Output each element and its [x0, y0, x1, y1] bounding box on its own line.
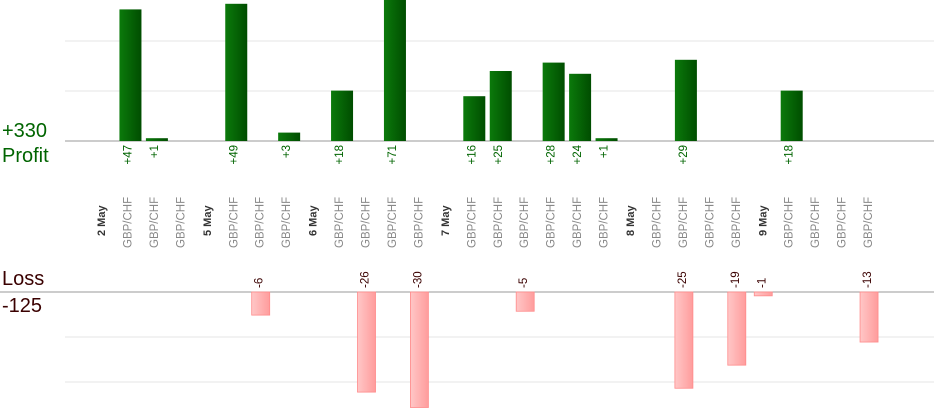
pair-label: GBP/CHF [413, 197, 425, 248]
profit-bar [119, 9, 142, 142]
pair-label: GBP/CHF [334, 197, 346, 248]
date-label: 8 May [625, 205, 637, 236]
profit-value-label: +18 [334, 145, 346, 165]
loss-value-label: -26 [360, 271, 372, 288]
pair-label: GBP/CHF [837, 197, 849, 248]
loss-bar [251, 291, 271, 316]
pair-label: GBP/CHF [466, 197, 478, 248]
loss-bar [727, 291, 747, 366]
profit-value-label: +71 [387, 145, 399, 165]
profit-bar [780, 90, 803, 141]
date-label: 6 May [308, 205, 320, 236]
profit-value-label: +49 [228, 145, 240, 165]
profit-bar [542, 62, 565, 141]
loss-total: -125 [2, 295, 43, 317]
pair-label: GBP/CHF [519, 197, 531, 248]
loss-value-label: -1 [756, 278, 768, 288]
pair-label: GBP/CHF [704, 197, 716, 248]
profit-value-label: +24 [572, 144, 584, 164]
profit-bar [278, 132, 301, 141]
loss-bar [409, 291, 429, 408]
pair-label: GBP/CHF [361, 197, 373, 248]
loss-bar [357, 291, 376, 393]
profit-bar [331, 90, 354, 141]
loss-bar [674, 291, 694, 389]
profit-value-label: +47 [122, 145, 134, 165]
profit-bar [225, 3, 248, 141]
loss-bar [753, 291, 773, 297]
loss-value-label: -6 [254, 278, 266, 288]
pair-label: GBP/CHF [493, 197, 505, 248]
profit-bar [383, 0, 406, 141]
loss-value-label: -13 [862, 271, 874, 288]
loss-value-label: -5 [518, 278, 530, 288]
date-label: 5 May [202, 205, 214, 236]
profit-value-label: +25 [493, 145, 505, 165]
pair-label: GBP/CHF [149, 197, 161, 248]
pair-label: GBP/CHF [281, 197, 293, 248]
profit-value-label: +1 [149, 145, 161, 158]
profit-value-label: +29 [678, 145, 690, 165]
profit-bar [674, 59, 697, 141]
pair-label: GBP/CHF [810, 197, 822, 248]
loss-bar [515, 291, 535, 312]
date-label: 7 May [440, 205, 452, 236]
pair-label: GBP/CHF [228, 197, 240, 248]
loss-value-label: -30 [412, 271, 424, 288]
pair-label: GBP/CHF [175, 197, 187, 248]
profit-bar [145, 138, 168, 141]
pair-label: GBP/CHF [863, 197, 875, 248]
profit-bar [569, 73, 592, 141]
date-label: 9 May [757, 205, 769, 236]
pair-label: GBP/CHF [731, 197, 743, 248]
date-label: 2 May [96, 205, 108, 236]
profit-bar [595, 138, 618, 141]
profit-value-label: +18 [784, 145, 796, 165]
profit-total: +330 [2, 120, 48, 142]
pair-label: GBP/CHF [255, 197, 267, 248]
pair-label: GBP/CHF [651, 197, 663, 248]
loss-label: Loss [2, 268, 45, 290]
pair-label: GBP/CHF [572, 197, 584, 248]
loss-value-label: -25 [677, 271, 689, 288]
profit-value-label: +3 [281, 145, 293, 158]
profit-bar [489, 71, 512, 141]
pair-label: GBP/CHF [387, 197, 399, 248]
profit-label: Profit [2, 145, 49, 167]
loss-bar [859, 291, 879, 343]
pair-label: GBP/CHF [599, 197, 611, 248]
profit-value-label: +1 [599, 145, 611, 158]
pair-label: GBP/CHF [546, 197, 558, 248]
pair-label: GBP/CHF [784, 197, 796, 248]
pair-label: GBP/CHF [122, 197, 134, 248]
profit-value-label: +28 [546, 145, 558, 165]
profit-value-label: +16 [466, 145, 478, 165]
loss-value-label: -19 [730, 271, 742, 288]
profit-bar [463, 96, 486, 141]
pair-label: GBP/CHF [678, 197, 690, 248]
